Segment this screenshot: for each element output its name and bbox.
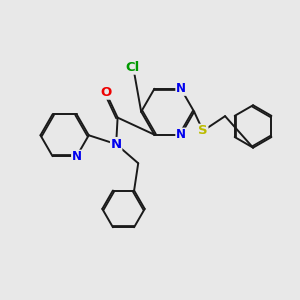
Text: Cl: Cl: [125, 61, 140, 74]
Text: O: O: [100, 86, 112, 99]
Text: N: N: [176, 82, 186, 95]
Text: S: S: [198, 124, 208, 137]
Text: N: N: [176, 128, 186, 141]
Text: N: N: [72, 150, 82, 163]
Text: N: N: [111, 138, 122, 151]
